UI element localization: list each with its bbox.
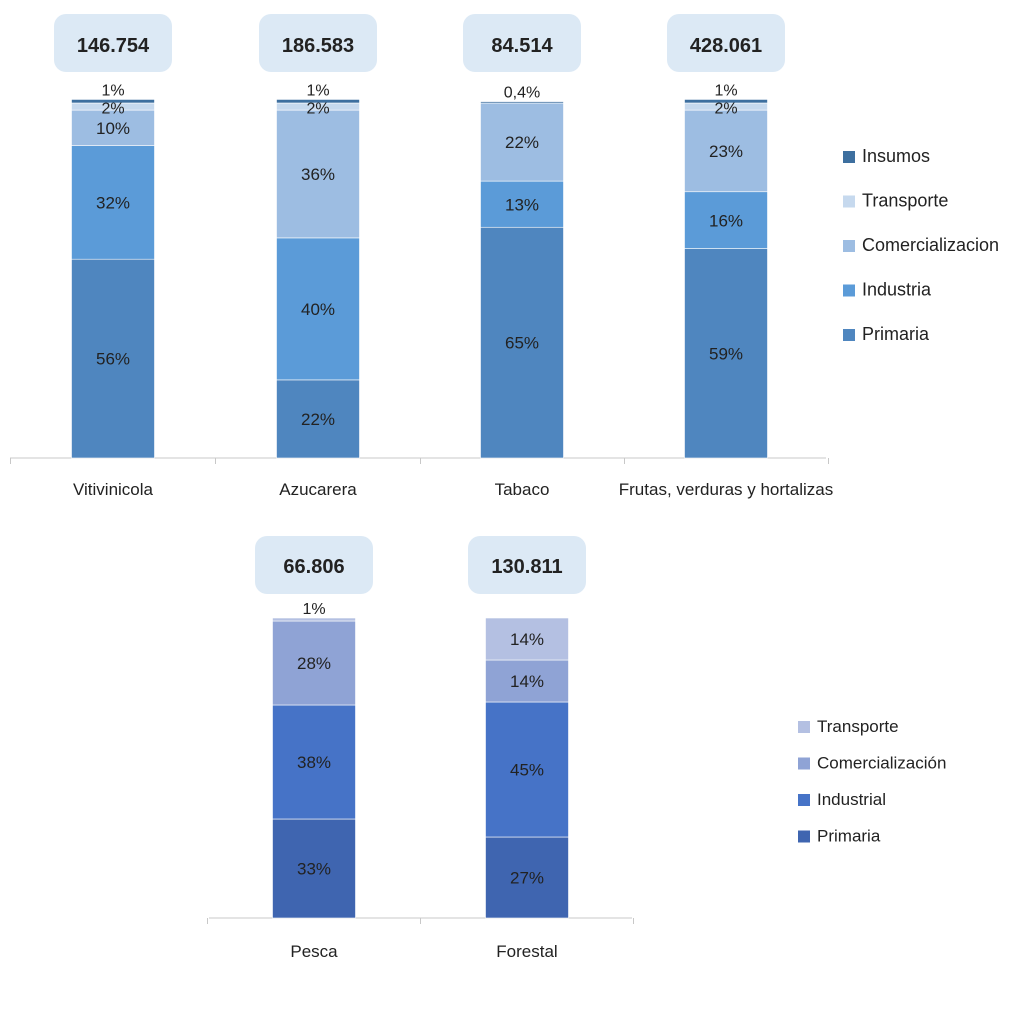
- data-label-vitivinicola-primaria: 56%: [96, 350, 130, 369]
- data-label-azucarera-transporte: 2%: [306, 100, 329, 117]
- bar-segment-frutas-verduras-y-hortalizas-insumos: [684, 99, 768, 104]
- bar-segment-tabaco-comercializacion: [480, 102, 564, 182]
- legend-swatch-primaria: [843, 329, 855, 341]
- total-box-forestal: [468, 536, 586, 594]
- total-value-frutas-verduras-y-hortalizas: 428.061: [690, 35, 762, 57]
- bar-segment-tabaco-industria: [480, 180, 564, 228]
- legend-swatch-insumos: [843, 151, 855, 163]
- data-label-tabaco-insumos: 0,4%: [504, 85, 540, 102]
- data-label-forestal-primaria: 27%: [510, 869, 544, 888]
- bar-segment-frutas-verduras-y-hortalizas-industria: [684, 191, 768, 249]
- total-value-pesca: 66.806: [283, 556, 344, 578]
- legend-label-transporte: Transporte: [862, 191, 948, 211]
- data-label-vitivinicola-comercializacion: 10%: [96, 119, 130, 138]
- bar-segment-forestal-industrial: [485, 701, 569, 838]
- bar-segment-forestal-comercializacion: [485, 659, 569, 703]
- bar-segment-pesca-primaria: [272, 818, 356, 919]
- total-value-tabaco: 84.514: [491, 35, 553, 57]
- data-label-pesca-primaria: 33%: [297, 860, 331, 879]
- data-label-frutas-verduras-y-hortalizas-industria: 16%: [709, 211, 743, 230]
- data-label-vitivinicola-insumos: 1%: [101, 82, 124, 99]
- bar-segment-pesca-transporte: [272, 617, 356, 622]
- data-label-vitivinicola-transporte: 2%: [101, 100, 124, 117]
- legend-swatch-industria: [843, 284, 855, 297]
- data-label-tabaco-industria: 13%: [505, 195, 539, 214]
- category-label-frutas-verduras-y-hortalizas: Frutas, verduras y hortalizas: [619, 480, 833, 499]
- data-label-azucarera-insumos: 1%: [306, 82, 329, 99]
- legend-label-primaria: Primaria: [817, 827, 881, 846]
- legend-label-insumos: Insumos: [862, 146, 930, 166]
- total-box-pesca: [255, 536, 373, 594]
- bar-segment-azucarera-industria: [276, 237, 360, 381]
- bar-segment-azucarera-primaria: [276, 379, 360, 459]
- chart-cadenas-agroindustriales: 56%32%10%2%1%146.754Vitivinicola22%40%36…: [10, 14, 999, 499]
- legend-label-industria: Industria: [862, 280, 932, 300]
- data-label-pesca-transporte: 1%: [302, 601, 325, 618]
- legend-swatch-industrial: [798, 794, 810, 806]
- bar-segment-vitivinicola-industria: [71, 145, 155, 260]
- bar-segment-pesca-comercializacion: [272, 620, 356, 706]
- data-label-forestal-transporte: 14%: [510, 630, 544, 649]
- data-label-azucarera-primaria: 22%: [301, 410, 335, 429]
- bar-segment-tabaco-primaria: [480, 226, 564, 459]
- bar-segment-vitivinicola-comercializacion: [71, 109, 155, 146]
- legend-swatch-transporte: [843, 195, 855, 208]
- bar-segment-forestal-primaria: [485, 836, 569, 919]
- data-label-tabaco-comercializacion: 22%: [505, 133, 539, 152]
- bar-segment-frutas-verduras-y-hortalizas-comercializacion: [684, 109, 768, 193]
- bar-segment-azucarera-comercializacion: [276, 109, 360, 239]
- legend-swatch-comercializacion: [798, 757, 810, 770]
- data-label-forestal-industrial: 45%: [510, 761, 544, 780]
- legend-swatch-comercializacion: [843, 240, 855, 252]
- bar-segment-vitivinicola-insumos: [71, 99, 155, 104]
- data-label-pesca-comercializacion: 28%: [297, 654, 331, 673]
- data-label-frutas-verduras-y-hortalizas-transporte: 2%: [714, 100, 737, 117]
- category-label-pesca: Pesca: [290, 942, 338, 961]
- data-label-frutas-verduras-y-hortalizas-primaria: 59%: [709, 344, 743, 363]
- chart-pesca-forestal: 33% 38% 28% 1% 66.806 Pesca 27% 45% 14% 14% 130.81…: [207, 536, 946, 961]
- data-label-frutas-verduras-y-hortalizas-insumos: 1%: [714, 82, 737, 99]
- legend-label-primaria: Primaria: [862, 324, 930, 344]
- total-box-tabaco: [463, 14, 581, 72]
- total-box-vitivinicola: [54, 14, 172, 72]
- bar-segment-frutas-verduras-y-hortalizas-primaria: [684, 248, 768, 459]
- data-label-frutas-verduras-y-hortalizas-comercializacion: 23%: [709, 142, 743, 161]
- data-label-forestal-comercializacion: 14%: [510, 672, 544, 691]
- data-label-azucarera-industria: 40%: [301, 300, 335, 319]
- data-label-tabaco-primaria: 65%: [505, 334, 539, 353]
- legend-label-industrial: Industrial: [817, 790, 886, 809]
- category-label-azucarera: Azucarera: [279, 480, 357, 499]
- data-label-azucarera-comercializacion: 36%: [301, 165, 335, 184]
- category-label-forestal: Forestal: [496, 942, 557, 961]
- legend-label-comercializacion: Comercializacion: [862, 235, 999, 255]
- legend-label-comercializacion: Comercialización: [817, 754, 946, 773]
- bar-segment-pesca-industrial: [272, 704, 356, 820]
- total-box-frutas-verduras-y-hortalizas: [667, 14, 785, 72]
- total-value-azucarera: 186.583: [282, 35, 354, 57]
- total-box-azucarera: [259, 14, 377, 72]
- bar-segment-forestal-transporte: [485, 617, 569, 661]
- category-label-vitivinicola: Vitivinicola: [73, 480, 154, 499]
- total-value-forestal: 130.811: [491, 556, 562, 578]
- legend-swatch-primaria: [798, 830, 810, 843]
- bar-segment-vitivinicola-primaria: [71, 258, 155, 459]
- legend-label-transporte: Transporte: [817, 717, 899, 736]
- legend-swatch-transporte: [798, 721, 810, 733]
- data-label-vitivinicola-industria: 32%: [96, 194, 130, 213]
- total-value-vitivinicola: 146.754: [77, 35, 150, 57]
- data-label-pesca-industrial: 38%: [297, 753, 331, 772]
- bar-segment-azucarera-insumos: [276, 99, 360, 104]
- category-label-tabaco: Tabaco: [495, 480, 550, 499]
- bar-segment-tabaco-insumos: [480, 101, 564, 104]
